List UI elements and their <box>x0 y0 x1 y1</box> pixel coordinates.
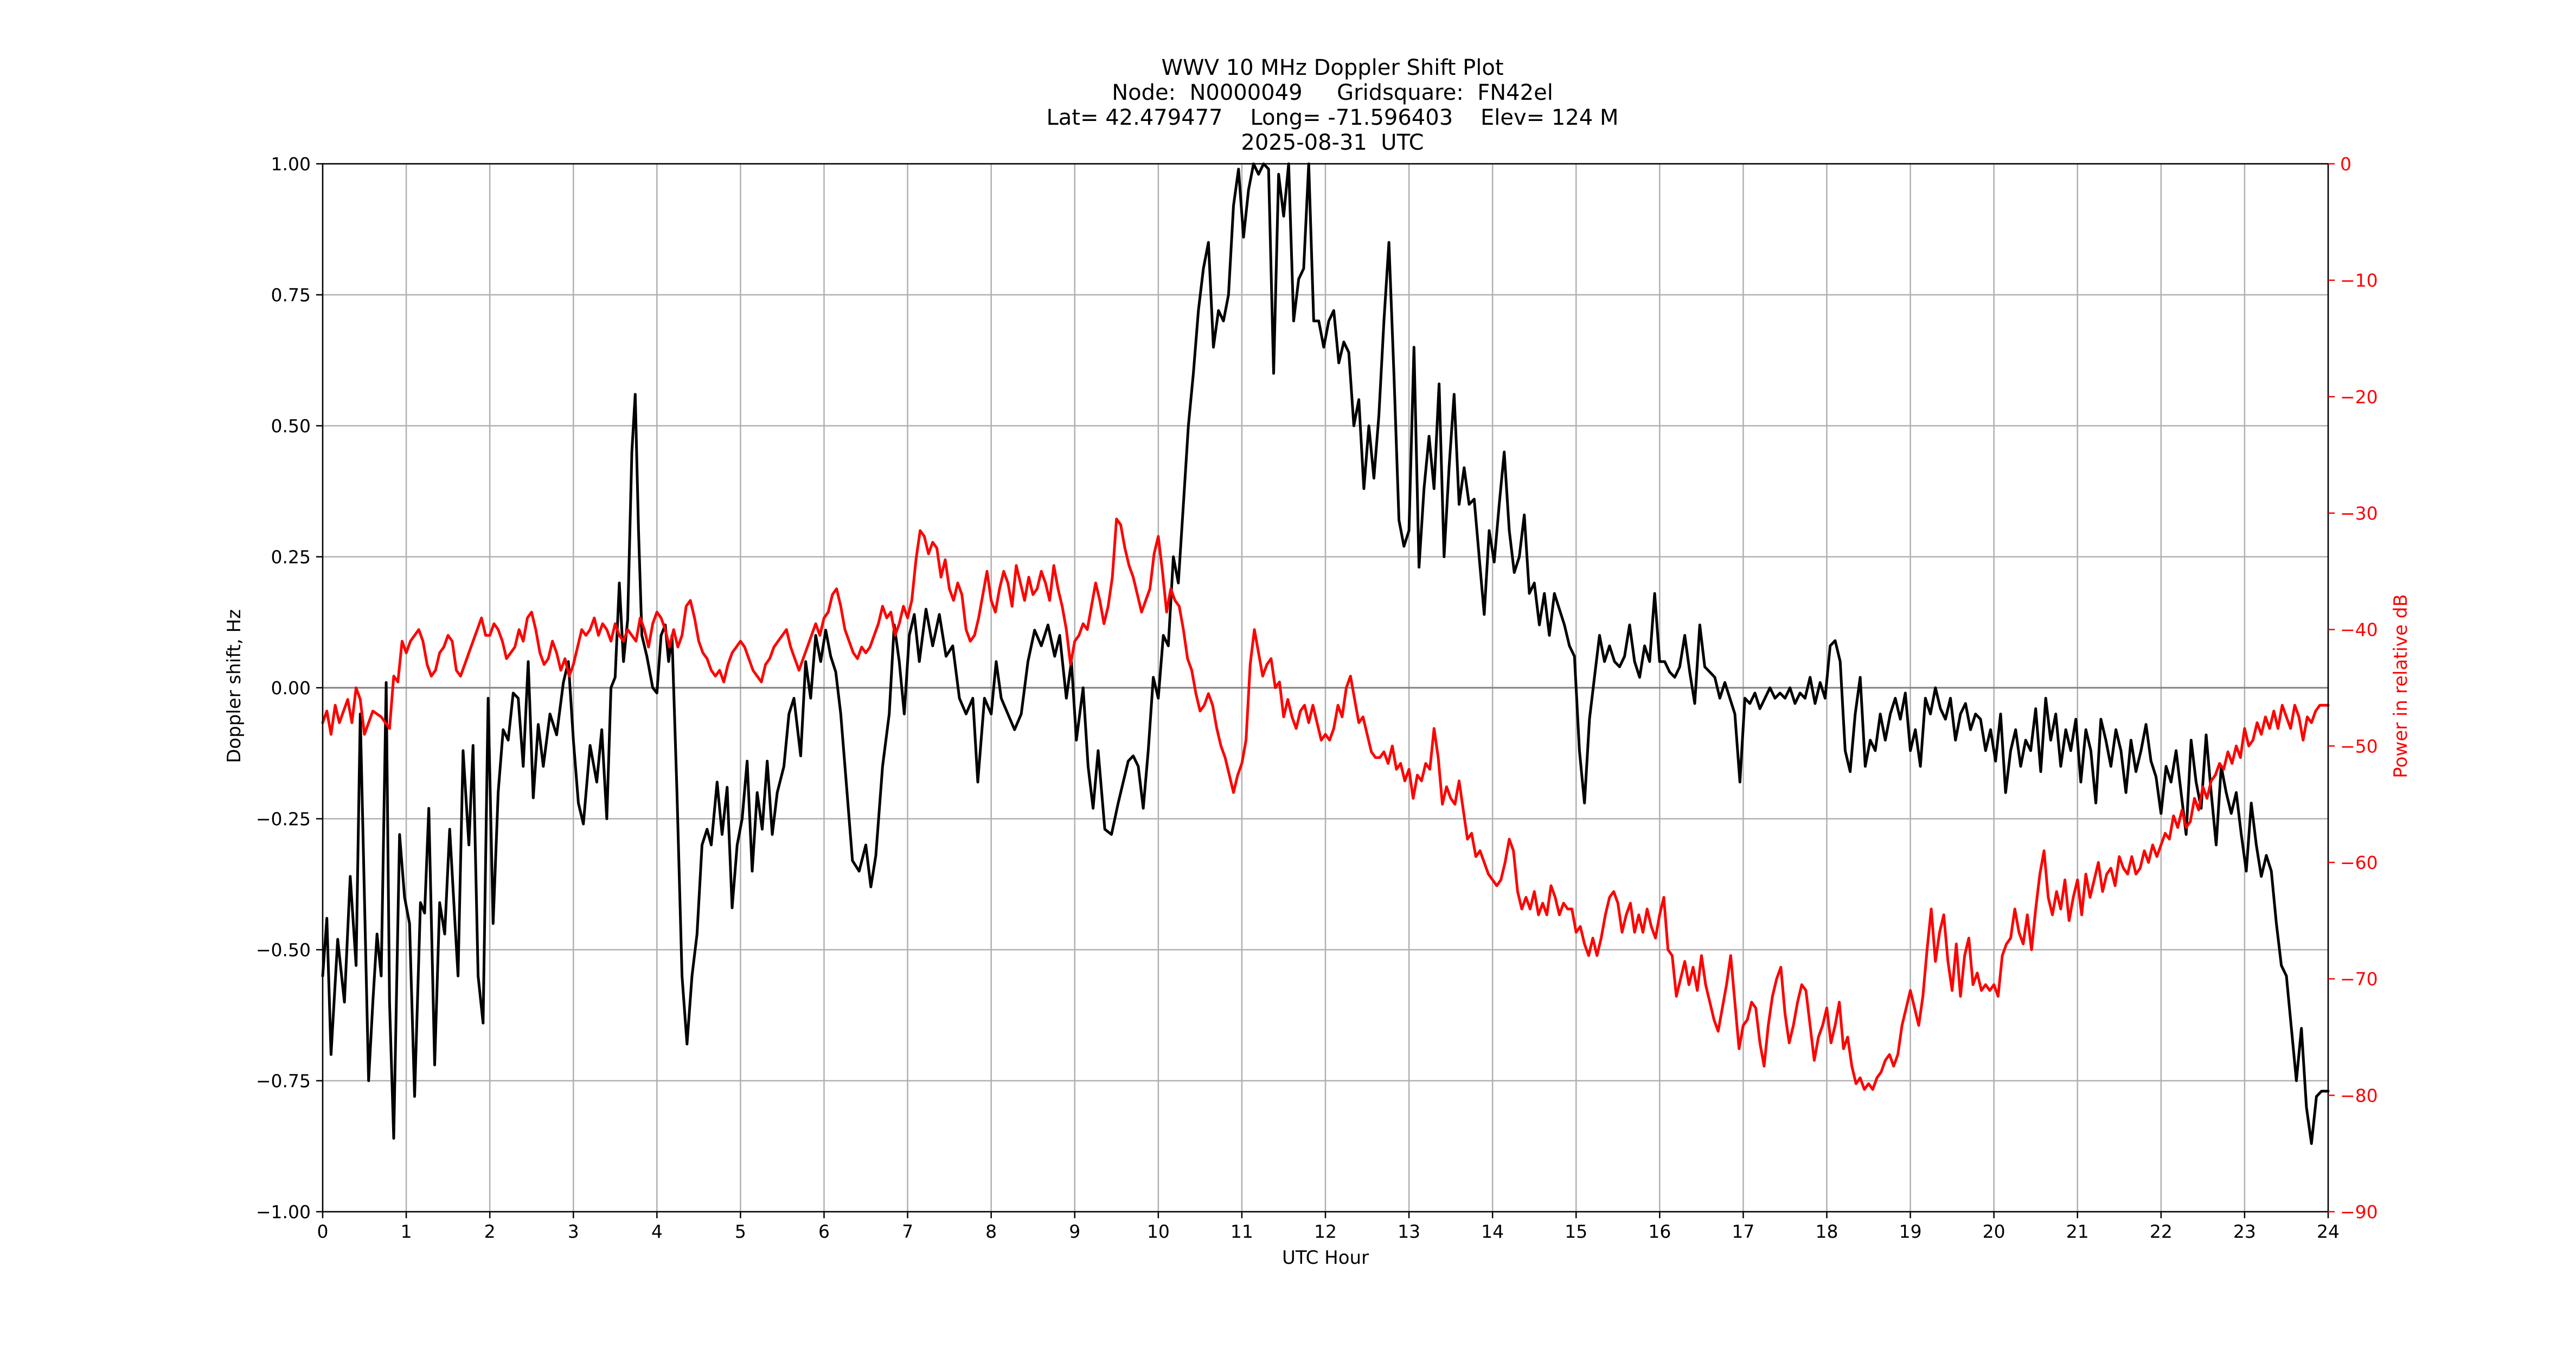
x-tick-label: 19 <box>1899 1221 1922 1242</box>
y-right-tick-label: −30 <box>2340 503 2378 524</box>
y-right-tick-label: −20 <box>2340 386 2378 407</box>
x-tick-label: 22 <box>2150 1221 2173 1242</box>
y-right-tick-label: −60 <box>2340 852 2378 873</box>
x-tick-label: 18 <box>1816 1221 1838 1242</box>
axis-ticks: 0 1 2 3 4 5 6 7 8 9 10 11 12 13 14 15 16 17 18 19 20 21 22 23 24… <box>256 153 2378 1242</box>
chart-title-line-3: Lat= 42.479477 Long= -71.596403 Elev= 12… <box>1047 105 1619 130</box>
chart-title-line-4: 2025-08-31 UTC <box>1241 130 1424 155</box>
x-tick-label: 0 <box>317 1221 329 1242</box>
chart-title-line-2: Node: N0000049 Gridsquare: FN42el <box>1112 80 1553 105</box>
y-right-tick-label: −40 <box>2340 619 2378 641</box>
chart-title-line-1: WWV 10 MHz Doppler Shift Plot <box>1161 55 1503 80</box>
power-series-line <box>321 517 2330 1091</box>
y-left-tick-label: 1.00 <box>271 153 311 175</box>
y-left-tick-label: 0.75 <box>271 285 311 306</box>
x-tick-label: 11 <box>1231 1221 1253 1242</box>
x-tick-label: 1 <box>401 1221 412 1242</box>
y-axis-right-label: Power in relative dB <box>2390 594 2412 778</box>
y-right-tick-label: −70 <box>2340 969 2378 990</box>
x-tick-label: 21 <box>2066 1221 2089 1242</box>
series-lines <box>321 162 2330 1145</box>
x-tick-label: 4 <box>651 1221 663 1242</box>
doppler-series-line <box>321 162 2330 1145</box>
x-tick-label: 7 <box>902 1221 913 1242</box>
x-tick-label: 2 <box>484 1221 496 1242</box>
y-right-tick-label: −80 <box>2340 1085 2378 1106</box>
y-left-tick-label: −1.00 <box>256 1201 311 1223</box>
y-right-tick-label: −90 <box>2340 1201 2378 1223</box>
x-tick-label: 23 <box>2233 1221 2256 1242</box>
x-tick-label: 5 <box>735 1221 746 1242</box>
y-left-tick-label: −0.75 <box>256 1071 311 1092</box>
y-left-tick-label: −0.50 <box>256 939 311 961</box>
x-tick-label: 8 <box>985 1221 997 1242</box>
x-tick-label: 15 <box>1565 1221 1587 1242</box>
y-right-tick-label: −10 <box>2340 270 2378 291</box>
x-tick-label: 12 <box>1314 1221 1337 1242</box>
x-tick-label: 24 <box>2317 1221 2340 1242</box>
y-left-tick-label: −0.25 <box>256 809 311 830</box>
x-tick-label: 10 <box>1147 1221 1170 1242</box>
y-left-tick-label: 0.00 <box>271 677 311 699</box>
x-tick-label: 20 <box>1983 1221 2005 1242</box>
x-tick-label: 13 <box>1398 1221 1420 1242</box>
y-left-tick-label: 0.25 <box>271 547 311 568</box>
y-left-tick-label: 0.50 <box>271 415 311 437</box>
x-tick-label: 9 <box>1069 1221 1080 1242</box>
x-tick-label: 14 <box>1481 1221 1504 1242</box>
x-tick-label: 17 <box>1732 1221 1754 1242</box>
y-right-tick-label: 0 <box>2340 153 2351 175</box>
x-tick-label: 16 <box>1648 1221 1671 1242</box>
y-axis-left-label: Doppler shift, Hz <box>223 609 245 763</box>
x-tick-label: 3 <box>568 1221 579 1242</box>
x-tick-label: 6 <box>818 1221 830 1242</box>
x-axis-label: UTC Hour <box>1282 1247 1369 1269</box>
y-right-tick-label: −50 <box>2340 735 2378 757</box>
